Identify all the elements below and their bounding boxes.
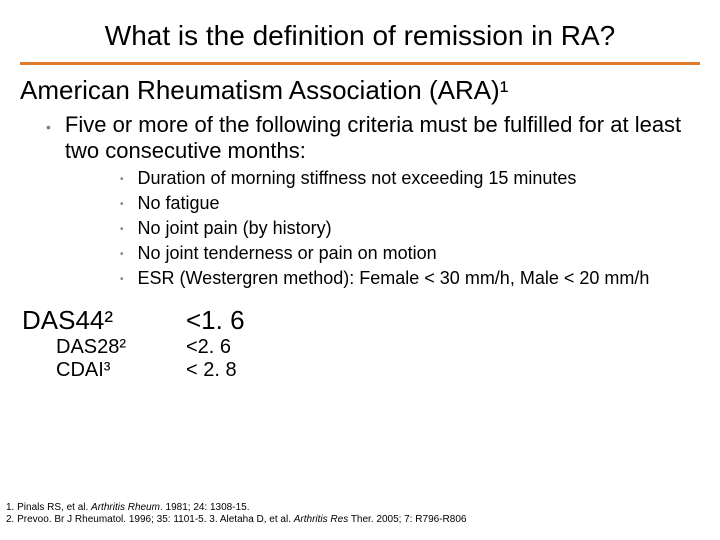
intro-text: Five or more of the following criteria m… [65, 112, 700, 164]
criteria-text: No joint pain (by history) [138, 218, 332, 239]
title-divider [20, 62, 700, 65]
bullet-icon: • [120, 244, 124, 266]
thresholds-block: DAS44² <1. 6 DAS28² <2. 6 CDAI³ < 2. 8 [22, 305, 700, 382]
threshold-label: DAS28² [56, 336, 186, 359]
criteria-item: • No joint pain (by history) [120, 218, 700, 241]
reference-line: 2. Prevoo. Br J Rheumatol. 1996; 35: 110… [6, 514, 466, 526]
threshold-value: < 2. 8 [186, 359, 237, 382]
threshold-label: DAS44² [22, 305, 186, 336]
threshold-main: DAS44² <1. 6 [22, 305, 700, 336]
references: 1. Pinals RS, et al. Arthritis Rheum. 19… [6, 502, 466, 526]
criteria-item: • No fatigue [120, 193, 700, 216]
section-heading: American Rheumatism Association (ARA)¹ [20, 75, 700, 106]
bullet-icon: • [120, 219, 124, 241]
bullet-icon: • [46, 114, 51, 140]
threshold-value: <2. 6 [186, 336, 231, 359]
criteria-text: ESR (Westergren method): Female < 30 mm/… [138, 268, 650, 289]
criteria-item: • ESR (Westergren method): Female < 30 m… [120, 268, 700, 291]
threshold-sub: DAS28² <2. 6 [56, 336, 700, 359]
slide-title: What is the definition of remission in R… [60, 20, 660, 52]
criteria-text: Duration of morning stiffness not exceed… [138, 168, 577, 189]
threshold-value: <1. 6 [186, 305, 245, 336]
criteria-item: • No joint tenderness or pain on motion [120, 243, 700, 266]
criteria-item: • Duration of morning stiffness not exce… [120, 168, 700, 191]
slide: What is the definition of remission in R… [0, 0, 720, 540]
threshold-label: CDAI³ [56, 359, 186, 382]
bullet-icon: • [120, 169, 124, 191]
intro-bullet: • Five or more of the following criteria… [46, 112, 700, 164]
bullet-icon: • [120, 194, 124, 216]
bullet-icon: • [120, 269, 124, 291]
reference-line: 1. Pinals RS, et al. Arthritis Rheum. 19… [6, 502, 466, 514]
threshold-sub: CDAI³ < 2. 8 [56, 359, 700, 382]
criteria-text: No joint tenderness or pain on motion [138, 243, 437, 264]
criteria-text: No fatigue [138, 193, 220, 214]
